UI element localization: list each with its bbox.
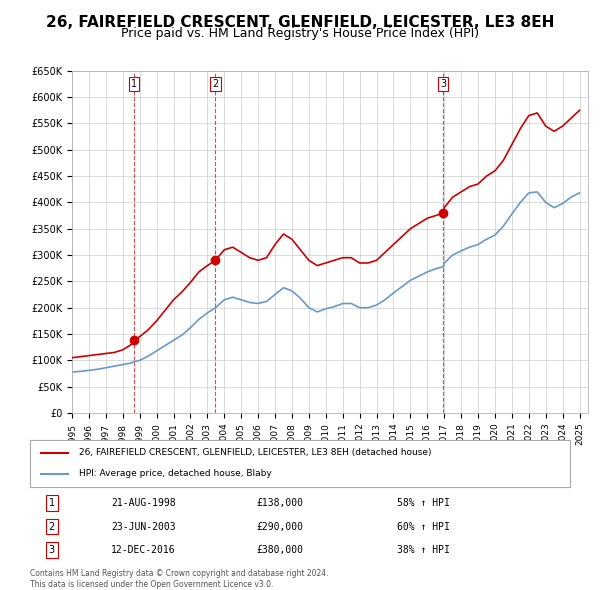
- Text: 3: 3: [440, 78, 446, 88]
- Text: Contains HM Land Registry data © Crown copyright and database right 2024.
This d: Contains HM Land Registry data © Crown c…: [30, 569, 329, 589]
- Text: 3: 3: [49, 545, 55, 555]
- Text: 21-AUG-1998: 21-AUG-1998: [111, 498, 176, 508]
- Text: 38% ↑ HPI: 38% ↑ HPI: [397, 545, 450, 555]
- Text: £290,000: £290,000: [257, 522, 304, 532]
- Text: 12-DEC-2016: 12-DEC-2016: [111, 545, 176, 555]
- Text: £138,000: £138,000: [257, 498, 304, 508]
- Text: 23-JUN-2003: 23-JUN-2003: [111, 522, 176, 532]
- Text: 1: 1: [49, 498, 55, 508]
- Text: HPI: Average price, detached house, Blaby: HPI: Average price, detached house, Blab…: [79, 469, 271, 478]
- Text: 1: 1: [131, 78, 137, 88]
- Text: 2: 2: [49, 522, 55, 532]
- Text: 60% ↑ HPI: 60% ↑ HPI: [397, 522, 450, 532]
- Text: 58% ↑ HPI: 58% ↑ HPI: [397, 498, 450, 508]
- Text: 2: 2: [212, 78, 218, 88]
- Text: 26, FAIREFIELD CRESCENT, GLENFIELD, LEICESTER, LE3 8EH: 26, FAIREFIELD CRESCENT, GLENFIELD, LEIC…: [46, 15, 554, 30]
- Text: Price paid vs. HM Land Registry's House Price Index (HPI): Price paid vs. HM Land Registry's House …: [121, 27, 479, 40]
- Text: £380,000: £380,000: [257, 545, 304, 555]
- Text: 26, FAIREFIELD CRESCENT, GLENFIELD, LEICESTER, LE3 8EH (detached house): 26, FAIREFIELD CRESCENT, GLENFIELD, LEIC…: [79, 448, 431, 457]
